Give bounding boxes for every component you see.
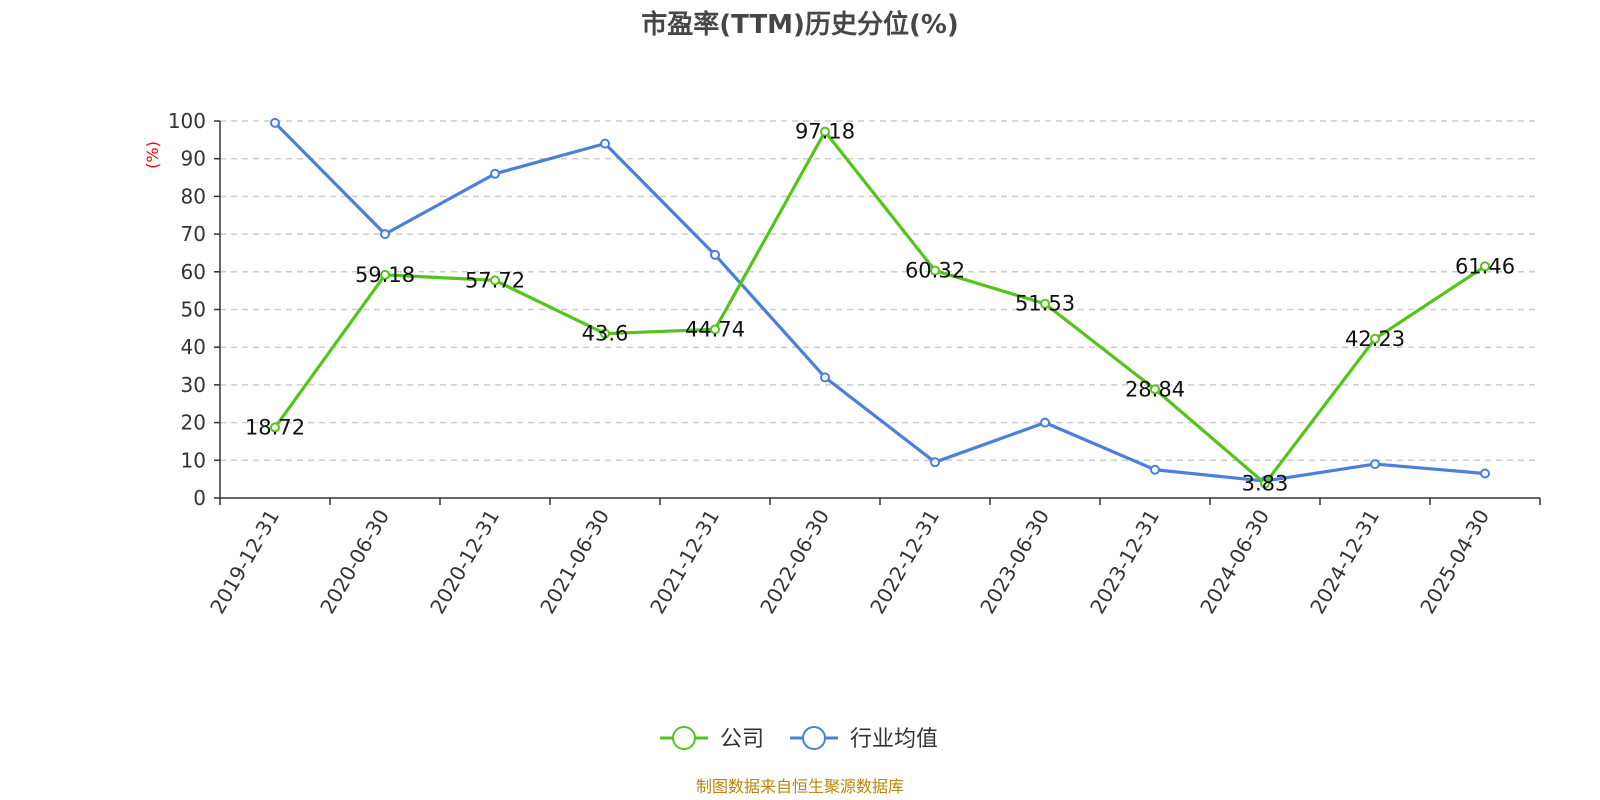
x-tick-label: 2022-12-31: [865, 505, 944, 618]
data-point-company: [930, 265, 940, 276]
x-tick-label: 2024-06-30: [1195, 505, 1274, 618]
data-point-company: [1040, 298, 1050, 309]
grid: [220, 120, 1540, 462]
data-point-company: [710, 324, 720, 335]
data-label: 28.84: [1125, 377, 1185, 401]
y-tick-label: 100: [168, 109, 206, 133]
x-tick-label: 2021-06-30: [535, 505, 614, 618]
series: [270, 117, 1490, 489]
data-label: 42.23: [1345, 327, 1405, 351]
y-tick-label: 30: [181, 373, 206, 397]
source-note: 制图数据来自恒生聚源数据库: [696, 777, 904, 796]
series-line-company: [273, 130, 1486, 486]
y-tick-label: 60: [181, 260, 206, 284]
data-point-company: [1150, 384, 1160, 395]
x-tick-label: 2023-06-30: [975, 505, 1054, 618]
data-point-industry-average: [1150, 464, 1160, 475]
data-label: 60.32: [905, 259, 965, 283]
legend-label-company: 公司: [720, 727, 764, 752]
data-point-industry-average: [600, 138, 610, 149]
x-tick-label: 2020-06-30: [315, 505, 394, 618]
x-tick-label: 2019-12-31: [205, 505, 284, 618]
legend-marker-company: [672, 726, 696, 750]
data-point-company: [270, 422, 280, 433]
y-tick-label: 90: [181, 147, 206, 171]
data-point-company: [490, 275, 500, 286]
data-label: 51.53: [1015, 292, 1075, 316]
x-tick-label: 2023-12-31: [1085, 505, 1164, 618]
x-tick-label: 2022-06-30: [755, 505, 834, 618]
data-label: 97.18: [795, 120, 855, 144]
data-point-company: [1480, 261, 1490, 272]
axes: 0 10 20 30 40 50 60 70 80 90 100 2019-12-31 2020-06-…: [168, 109, 1541, 618]
data-label: 61.46: [1455, 254, 1515, 278]
data-point-company: [380, 269, 390, 280]
legend-marker-industry-average: [802, 726, 826, 750]
data-label: 44.74: [685, 317, 745, 341]
data-label: 43.6: [582, 322, 629, 346]
data-point-industry-average: [1480, 468, 1490, 479]
x-tick-label: 2024-12-31: [1305, 505, 1384, 618]
y-tick-label: 80: [181, 184, 206, 208]
data-labels: 18.72 59.18 57.72 43.6 44.74 97.18 60.32 51.53 2…: [245, 120, 1515, 496]
y-tick-label: 20: [181, 411, 206, 435]
y-axis-label: (%): [143, 141, 162, 169]
data-point-industry-average: [710, 249, 720, 260]
legend: 公司 行业均值: [660, 726, 938, 752]
x-tick-label: 2025-04-30: [1415, 505, 1494, 618]
data-point-industry-average: [490, 168, 500, 179]
data-point-industry-average: [270, 117, 280, 128]
y-tick-label: 10: [181, 448, 206, 472]
y-tick-label: 0: [193, 486, 206, 510]
data-point-industry-average: [1370, 459, 1380, 470]
y-tick-label: 40: [181, 335, 206, 359]
data-label: 59.18: [355, 263, 415, 287]
x-tick-label: 2020-12-31: [425, 505, 504, 618]
data-point-industry-average: [380, 229, 390, 240]
data-point-industry-average: [1040, 417, 1050, 428]
data-point-company: [600, 328, 610, 339]
data-point-industry-average: [820, 372, 830, 383]
y-tick-label: 70: [181, 222, 206, 246]
data-point-company: [1260, 478, 1270, 489]
data-label: 18.72: [245, 415, 305, 439]
chart-title: 市盈率(TTM)历史分位(%): [641, 9, 959, 40]
x-tick-label: 2021-12-31: [645, 505, 724, 618]
data-point-company: [1370, 333, 1380, 344]
data-label: 3.83: [1242, 472, 1289, 496]
legend-label-industry-average: 行业均值: [850, 727, 938, 752]
data-point-company: [820, 126, 830, 137]
series-line-industry-average: [273, 121, 1486, 483]
data-point-industry-average: [930, 457, 940, 468]
data-label: 57.72: [465, 268, 525, 292]
y-tick-label: 50: [181, 298, 206, 322]
